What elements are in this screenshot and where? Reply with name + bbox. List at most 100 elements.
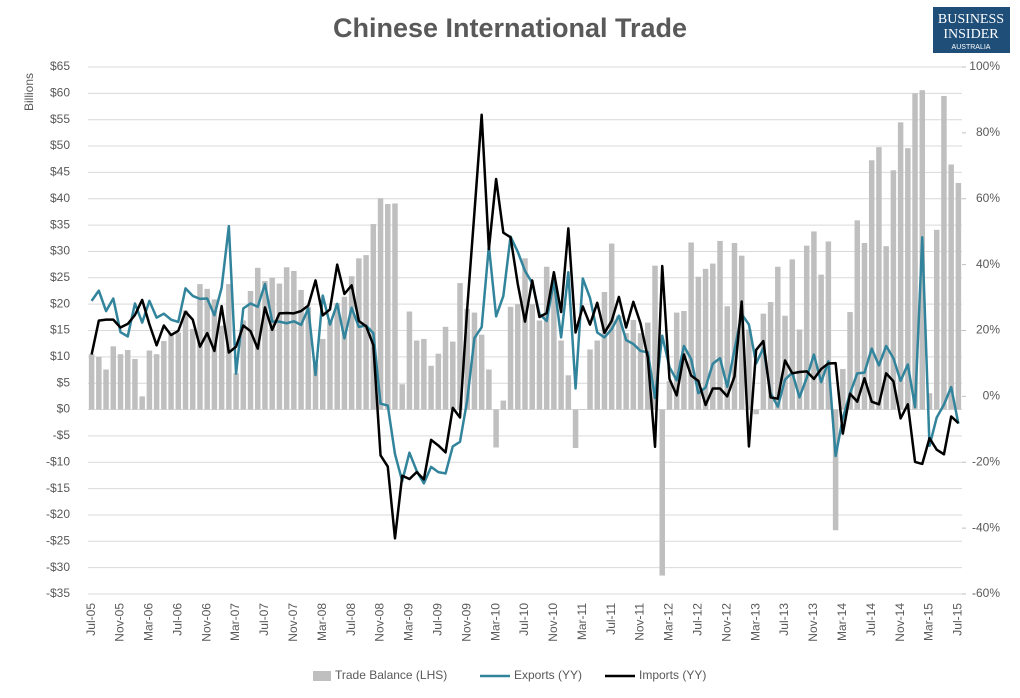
bar (320, 338, 326, 410)
bar (941, 95, 947, 410)
x-tick-label: Mar-07 (228, 603, 242, 641)
x-tick-label: Mar-09 (402, 603, 416, 641)
bar (211, 299, 218, 410)
y-tick-label: -$15 (46, 481, 70, 495)
bar (399, 384, 405, 410)
bar (767, 302, 774, 410)
x-tick-label: Jul-05 (84, 603, 98, 636)
bar (702, 268, 709, 410)
bar (486, 369, 492, 410)
bar (933, 229, 940, 410)
bar (218, 325, 225, 410)
bar (298, 289, 304, 410)
x-tick-label: Mar-12 (662, 603, 676, 641)
bar (543, 266, 550, 410)
bar (897, 122, 904, 410)
bar (688, 242, 694, 410)
x-tick-label: Nov-06 (199, 603, 213, 642)
x-tick-label: Nov-08 (373, 603, 387, 642)
y-tick-label: $10 (50, 349, 70, 363)
bar (168, 333, 174, 410)
x-tick-label: Jul-14 (864, 603, 878, 636)
bar (876, 147, 882, 410)
bar (840, 368, 846, 410)
bar (269, 277, 275, 410)
bar (392, 203, 398, 410)
bar (832, 409, 839, 531)
x-tick-label: Nov-07 (286, 603, 300, 642)
x-tick-label: Nov-13 (806, 603, 820, 642)
bar (818, 274, 824, 410)
y2-tick-label: -60% (972, 586, 1000, 600)
y-tick-label: $40 (50, 191, 70, 205)
bar (883, 246, 889, 410)
bar (103, 369, 109, 410)
bar (182, 310, 189, 410)
bar (955, 182, 962, 410)
bar (161, 341, 167, 410)
bar (890, 170, 897, 410)
bar (623, 333, 629, 410)
x-tick-label: Jul-15 (951, 603, 965, 636)
bar (558, 340, 564, 410)
y-tick-label: -$25 (46, 533, 70, 547)
bar (796, 329, 803, 410)
bar (153, 354, 160, 410)
legend-label: Exports (YY) (514, 668, 582, 682)
x-tick-label: Nov-11 (633, 603, 647, 641)
bar (601, 292, 608, 410)
bar (240, 320, 247, 410)
bar (724, 306, 730, 410)
bar (385, 204, 391, 410)
bar (450, 341, 456, 410)
bar (948, 164, 954, 410)
legend-label: Trade Balance (LHS) (335, 668, 447, 682)
bar (847, 312, 853, 410)
x-tick-label: Nov-10 (546, 603, 560, 642)
bar (717, 240, 723, 410)
y-tick-label: $65 (50, 59, 70, 73)
y-tick-label: $25 (50, 270, 70, 284)
bar (312, 364, 319, 410)
legend-label: Imports (YY) (639, 668, 706, 682)
y-tick-label: -$20 (46, 507, 70, 521)
bar (587, 349, 593, 410)
bar (406, 311, 413, 410)
line (90, 224, 960, 485)
y-tick-label: $15 (50, 323, 70, 337)
x-tick-label: Mar-15 (922, 603, 936, 641)
bar (868, 160, 875, 410)
x-tick-label: Jul-13 (777, 603, 791, 636)
bar (536, 320, 543, 410)
bar (493, 409, 499, 448)
bar (710, 263, 716, 410)
bar (254, 267, 261, 410)
y2-tick-label: -40% (972, 520, 1000, 534)
bar (551, 288, 557, 410)
bar (124, 349, 131, 410)
bar (428, 365, 434, 410)
bar (334, 303, 340, 410)
bar (132, 358, 138, 410)
bar (291, 270, 297, 410)
x-tick-label: Mar-08 (315, 603, 329, 641)
x-tick-label: Jul-10 (517, 603, 531, 636)
bar (905, 148, 911, 410)
bar (348, 276, 355, 410)
x-tick-label: Mar-13 (748, 603, 762, 641)
y-tick-label: $20 (50, 296, 70, 310)
bar (110, 346, 117, 410)
y-tick-label: $0 (57, 402, 71, 416)
y2-tick-label: 0% (983, 389, 1001, 403)
line (90, 113, 960, 540)
bar (695, 276, 702, 410)
bar (775, 266, 781, 410)
y2-tick-label: 60% (976, 191, 1000, 205)
x-tick-label: Nov-14 (893, 603, 907, 642)
x-tick-label: Nov-12 (719, 603, 733, 642)
bar (363, 255, 369, 410)
bar (854, 220, 861, 410)
bar (146, 350, 153, 410)
bar (464, 308, 470, 410)
